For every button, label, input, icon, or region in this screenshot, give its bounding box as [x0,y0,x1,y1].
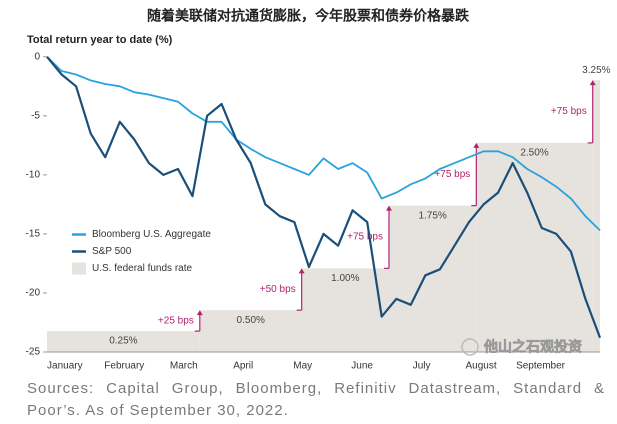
legend-swatch [72,262,86,275]
arrow-head [298,268,305,274]
legend-label: U.S. federal funds rate [92,263,192,274]
watermark-icon [461,338,479,356]
x-tick-label: March [170,361,198,372]
arrow-head [385,205,392,211]
x-tick-label: April [233,361,253,372]
rate-label: 3.25% [582,65,610,76]
source-note: Sources: Capital Group, Bloomberg, Refin… [27,380,605,419]
annotation-label: +75 bps [347,232,383,243]
series-line [46,56,602,339]
x-tick-label: July [413,361,431,372]
y-tick-label: 0 [34,51,40,62]
chart-title: 随着美联储对抗通货膨胀，今年股票和债券价格暴跌 [147,8,470,24]
legend-label: S&P 500 [92,246,132,257]
arrow-head [196,310,203,316]
rate-label: 0.50% [237,315,265,326]
rate-label: 0.25% [109,336,137,347]
rate-step [388,205,477,352]
x-tick-label: June [351,361,373,372]
x-tick-label: August [466,361,497,372]
annotation-label: +75 bps [434,169,470,180]
x-tick-label: February [104,361,144,372]
y-tick-label: -20 [26,288,41,299]
rate-step [476,142,593,352]
rate-step [301,268,389,352]
x-tick-label: January [47,361,83,372]
rate-label: 1.00% [331,273,359,284]
y-tick-label: -10 [26,170,41,181]
annotation-label: +50 bps [260,284,296,295]
legend-label: Bloomberg U.S. Aggregate [92,229,211,240]
arrow-head [473,142,480,148]
rate-step [47,331,200,352]
rate-step [199,310,302,352]
chart: 随着美联储对抗通货膨胀，今年股票和债券价格暴跌 Total return yea… [26,8,611,372]
y-tick-label: -15 [26,229,41,240]
rate-step [592,80,600,352]
annotation-label: +25 bps [158,315,194,326]
x-tick-label: May [293,361,312,372]
y-tick-label: -5 [31,110,40,121]
rate-label: 2.50% [520,148,548,159]
series-line [46,56,601,232]
rate-label: 1.75% [418,210,446,221]
y-tick-label: -25 [26,347,41,358]
x-tick-label: September [516,361,566,372]
watermark: 他山之石观投资 [483,339,582,355]
arrow-head [589,80,596,86]
annotation-label: +75 bps [551,106,587,117]
y-axis-label: Total return year to date (%) [27,34,173,46]
